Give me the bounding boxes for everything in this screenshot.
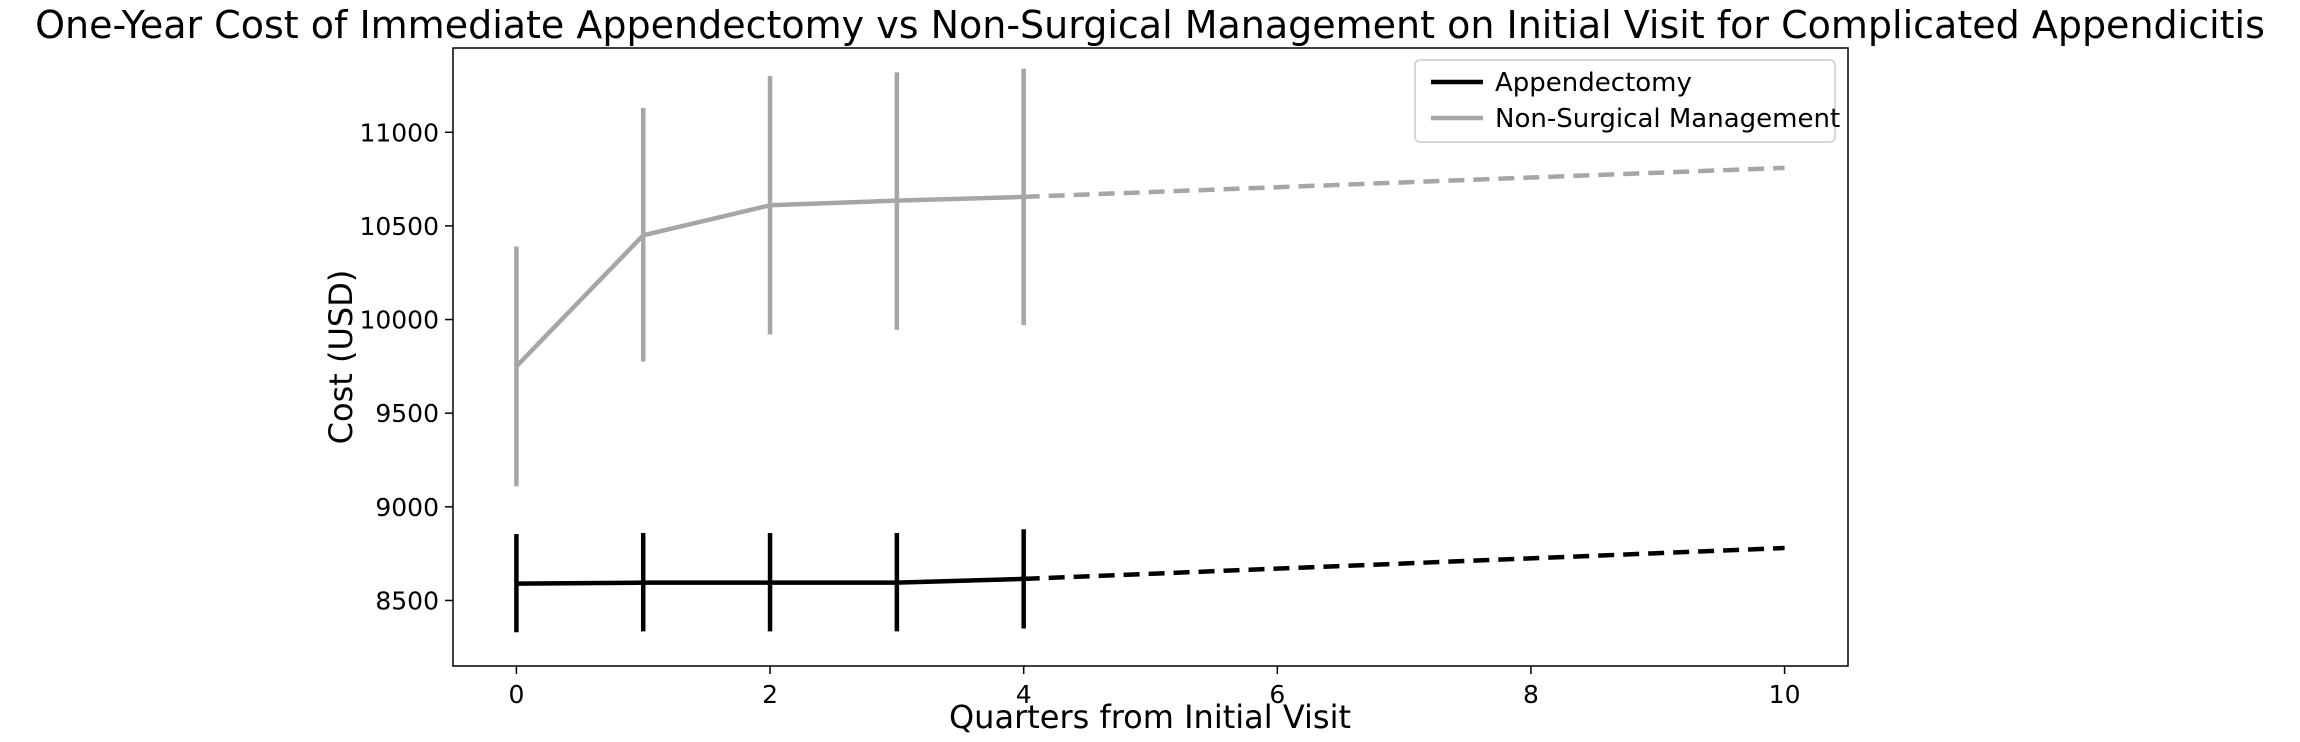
x-tick-label-2: 4 — [1016, 680, 1032, 709]
y-tick-label-2: 9500 — [375, 399, 439, 428]
x-tick-label-3: 6 — [1269, 680, 1285, 709]
x-tick-label-0: 0 — [508, 680, 524, 709]
y-axis-label: Cost (USD) — [322, 270, 360, 445]
y-tick-label-1: 9000 — [375, 493, 439, 522]
legend: Appendectomy Non-Surgical Management — [1414, 59, 1840, 143]
x-tick-label-1: 2 — [762, 680, 778, 709]
x-axis-label: Quarters from Initial Visit — [949, 698, 1351, 736]
non-surgical-management-series-line — [514, 194, 1024, 368]
legend-label-non-surgical-management: Non-Surgical Management — [1495, 104, 1840, 134]
x-tick-label-4: 8 — [1523, 680, 1539, 709]
legend-label-appendectomy: Appendectomy — [1495, 68, 1692, 98]
chart-title: One-Year Cost of Immediate Appendectomy … — [35, 3, 2265, 47]
y-tick-label-4: 10500 — [359, 212, 439, 241]
y-tick-label-3: 10000 — [359, 306, 439, 335]
appendectomy-projection-line — [1023, 545, 1785, 582]
non-surgical-management-projection-line — [1023, 165, 1785, 200]
x-tick-label-5: 10 — [1769, 680, 1801, 709]
axes-frame — [452, 47, 1849, 667]
y-tick-label-0: 8500 — [375, 586, 439, 615]
legend-box — [1414, 59, 1836, 143]
appendectomy-series-line — [516, 576, 1024, 586]
plot-area: 0 2 4 6 8 10 8500 9000 9500 10000 10500 11000 — [359, 47, 1849, 709]
y-tick-label-5: 11000 — [359, 118, 439, 147]
